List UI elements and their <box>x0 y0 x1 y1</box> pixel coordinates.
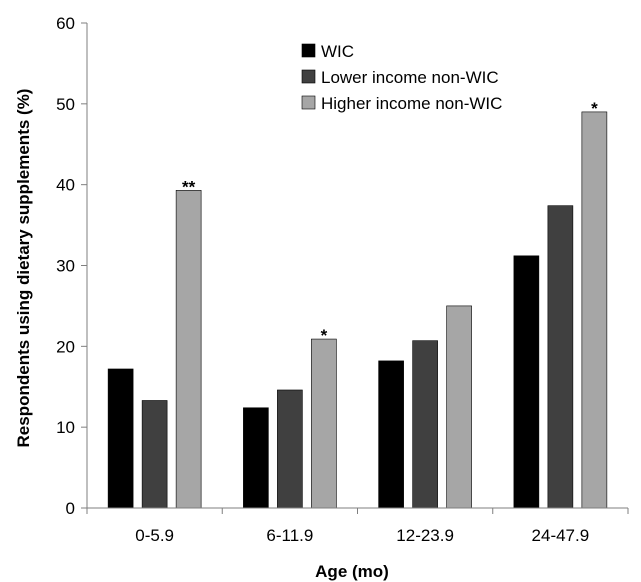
bar <box>446 305 472 509</box>
legend-label: Higher income non-WIC <box>321 94 502 113</box>
bar <box>175 190 202 509</box>
bar <box>513 255 540 509</box>
y-tick-label: 50 <box>56 95 75 114</box>
bar <box>412 340 438 509</box>
legend-swatch <box>301 95 316 110</box>
x-tick-label: 24-47.9 <box>532 526 590 545</box>
y-tick-label: 20 <box>56 337 75 356</box>
y-tick-label: 10 <box>56 418 75 437</box>
y-tick-label: 30 <box>56 257 75 276</box>
significance-marker: * <box>591 99 598 118</box>
legend-swatch <box>301 69 316 84</box>
x-tick-label: 0-5.9 <box>135 526 174 545</box>
y-tick-label: 40 <box>56 176 75 195</box>
bar <box>141 400 168 509</box>
significance-marker: ** <box>182 177 196 196</box>
bar <box>311 338 337 509</box>
legend: WIC Lower income non-WIC Higher income non… <box>301 42 502 113</box>
bar <box>378 360 404 509</box>
bar <box>547 205 574 509</box>
y-tick-label: 0 <box>66 499 75 518</box>
significance-marker: * <box>321 326 328 345</box>
bar <box>243 407 269 509</box>
x-tick-label: 12-23.9 <box>396 526 454 545</box>
y-axis: 0 10 20 30 40 50 60 <box>56 14 88 518</box>
y-axis-title: Respondents using dietary supplements (%… <box>14 89 33 448</box>
legend-swatch <box>301 43 316 58</box>
x-tick-label: 6-11.9 <box>266 526 313 545</box>
bar <box>107 368 134 509</box>
plot-area: **** <box>107 99 608 509</box>
legend-label: WIC <box>321 42 354 61</box>
bar <box>581 111 608 509</box>
legend-label: Lower income non-WIC <box>321 68 499 87</box>
x-axis: 0-5.9 6-11.9 12-23.9 24-47.9 <box>86 507 629 545</box>
bar <box>277 389 303 509</box>
y-tick-label: 60 <box>56 14 75 33</box>
x-axis-title: Age (mo) <box>315 562 389 581</box>
